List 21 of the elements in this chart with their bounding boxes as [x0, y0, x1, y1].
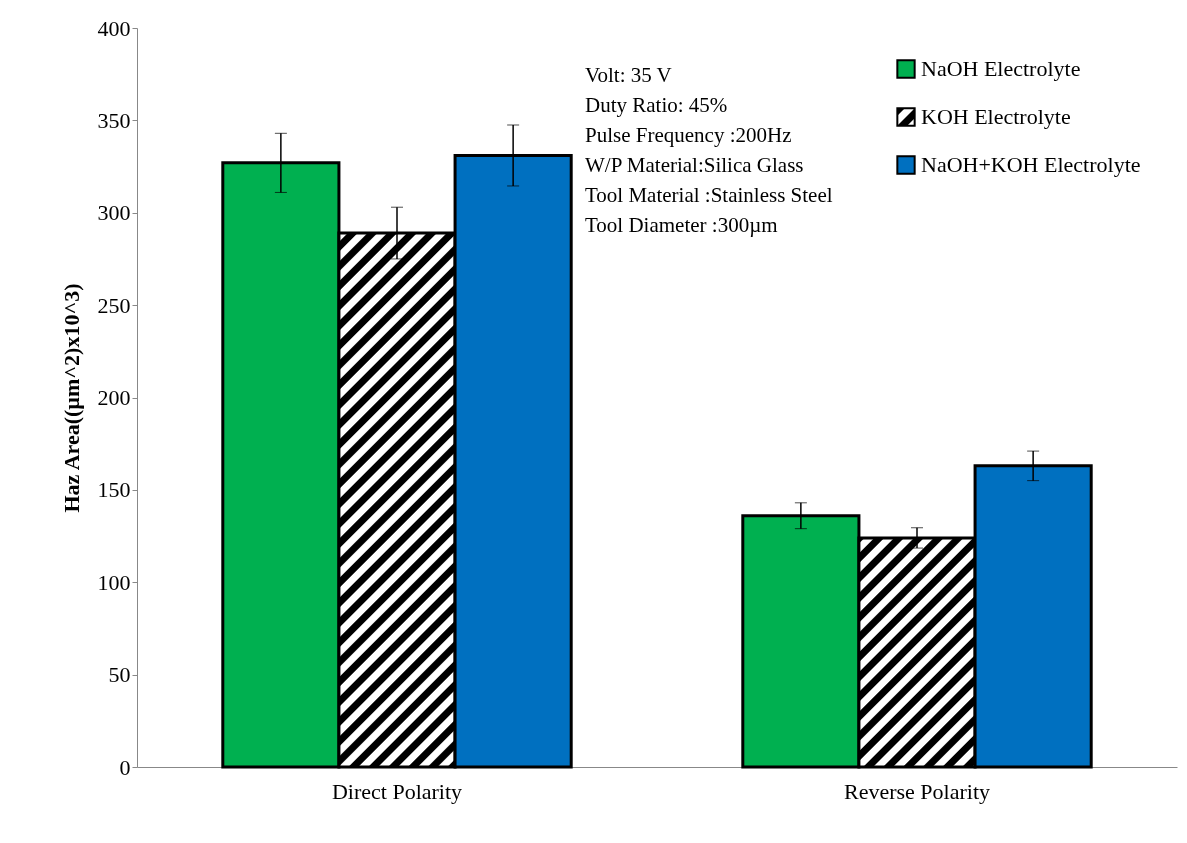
y-tick-label: 0 — [119, 754, 131, 780]
annotation: Tool Diameter :300µm — [585, 213, 778, 237]
annotation: Tool Material :Stainless Steel — [585, 183, 833, 207]
y-tick-label: 50 — [108, 662, 131, 688]
y-axis-title: Haz Area((µm^2)x10^3) — [58, 283, 84, 513]
legend-label: NaOH Electrolyte — [921, 56, 1081, 81]
x-tick-label: Reverse Polarity — [843, 778, 991, 804]
annotation: W/P Material:Silica Glass — [585, 153, 804, 177]
y-tick-label: 100 — [97, 569, 131, 595]
legend-label: KOH Electrolyte — [921, 104, 1071, 129]
y-tick-label: 350 — [97, 107, 131, 133]
y-tick-label: 300 — [97, 200, 131, 226]
legend-label: NaOH+KOH Electrolyte — [921, 152, 1141, 177]
annotation: Duty Ratio: 45% — [585, 93, 728, 117]
x-tick-label: Direct Polarity — [331, 778, 463, 804]
annotation: Pulse Frequency :200Hz — [585, 123, 792, 147]
y-tick-label: 150 — [97, 477, 131, 503]
y-tick-label: 250 — [97, 292, 131, 318]
annotation: Volt: 35 V — [585, 63, 672, 87]
y-tick-label: 200 — [97, 385, 131, 410]
y-tick-label: 400 — [97, 15, 131, 41]
